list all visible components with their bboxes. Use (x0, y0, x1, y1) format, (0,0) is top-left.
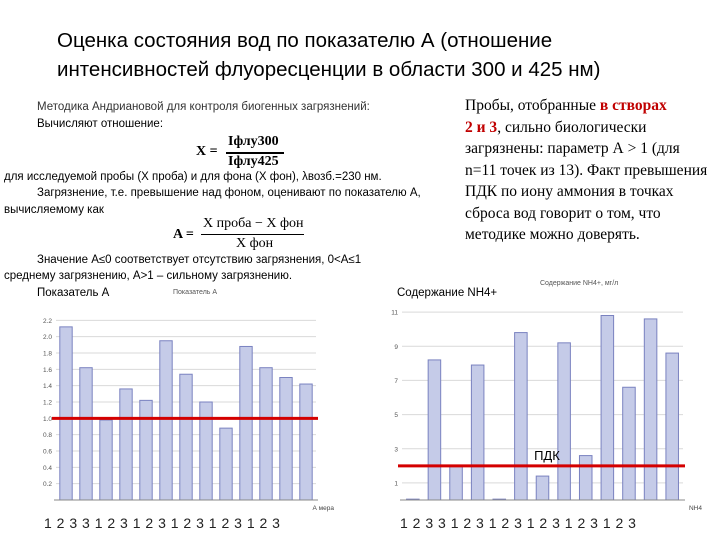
right-grid (402, 311, 683, 484)
pdk-label: ПДК (534, 448, 560, 463)
method-line-7: среднему загрязнению, А>1 – сильному заг… (4, 270, 293, 282)
bar (535, 475, 550, 501)
bar (159, 340, 173, 501)
method-line-2: Вычисляют отношение: (37, 118, 164, 130)
y-tick-label: 0.6 (43, 449, 52, 456)
chart-right: Содержание NH4+, мг/л 1 3 5 7 9 11 ПДК NH4 (391, 280, 702, 512)
bar (179, 373, 193, 501)
left-bottom-station-numbers: 1 2 3 3 1 2 3 1 2 3 1 2 3 1 2 3 1 2 3 (44, 515, 281, 531)
note-part-2: , сильно биологически загрязнены: параме… (465, 118, 708, 244)
method-line-4: Загрязнение, т.е. превышение над фоном, … (37, 187, 421, 199)
y-tick-label: 1.6 (43, 367, 52, 374)
bar (557, 342, 571, 501)
left-bars (59, 326, 313, 501)
y-tick-label: 0.8 (43, 432, 52, 439)
a-fraction-bar (201, 234, 304, 236)
bar (259, 367, 273, 501)
y-tick-label: 0.4 (43, 465, 52, 472)
y-tick-label: 0.2 (43, 481, 52, 488)
conclusion-text: Пробы, отобранные в створах 2 и 3, сильн… (465, 95, 715, 246)
ratio-lhs: X = (196, 144, 218, 159)
y-tick-label: 1.4 (43, 383, 52, 390)
right-chart-small-title: Содержание NH4+, мг/л (540, 280, 618, 287)
ratio-denominator: Iфлу425 (228, 154, 279, 169)
y-tick-label: 1.2 (43, 400, 52, 407)
y-tick-label: 11 (391, 310, 398, 317)
bar (622, 386, 636, 501)
y-tick-label: 2.0 (43, 334, 52, 341)
right-legend: NH4 (689, 505, 702, 512)
bar (578, 455, 593, 501)
note-part-1: Пробы, отобранные (465, 97, 600, 114)
note-highlight-2: 2 и 3 (465, 118, 498, 136)
bar (427, 359, 442, 501)
chart-left: Показатель А 0.2 0.4 0.6 0.8 1.0 1.2 1.4 1.6 1.8… (43, 289, 335, 512)
ratio-numerator: Iфлу300 (228, 134, 279, 149)
bar (643, 318, 658, 501)
a-formula-denominator: X фон (236, 236, 274, 251)
right-bottom-station-numbers: 1 2 3 3 1 2 3 1 2 3 1 2 3 1 2 3 1 2 3 (400, 515, 637, 531)
bar (514, 332, 528, 501)
bar (79, 367, 93, 501)
left-chart-small-title: Показатель А (173, 289, 217, 296)
method-line-1: Методика Андриановой для контроля биоген… (37, 101, 370, 113)
bar (665, 352, 679, 501)
bar (99, 419, 113, 501)
bar (59, 326, 73, 501)
a-formula-numerator: X проба − X фон (203, 216, 304, 231)
y-tick-label: 9 (394, 344, 398, 351)
method-line-3: для исследуемой пробы (Х проба) и для фо… (4, 171, 382, 183)
bar (600, 315, 615, 501)
left-legend: А мера (313, 505, 335, 512)
left-y-ticks: 0.2 0.4 0.6 0.8 1.0 1.2 1.4 1.6 1.8 2.0 2.2 (43, 318, 52, 488)
bar (139, 399, 153, 501)
bar (219, 427, 233, 501)
page-title: Оценка состояния вод по показателю А (от… (57, 29, 601, 81)
y-tick-label: 5 (394, 412, 398, 419)
bar (239, 345, 253, 501)
bar (449, 465, 463, 501)
y-tick-label: 3 (394, 446, 398, 453)
a-formula-lhs: A = (173, 227, 194, 242)
y-tick-label: 1.8 (43, 351, 52, 358)
bar (299, 383, 313, 501)
y-tick-label: 1 (394, 480, 398, 487)
ratio-fraction-bar (226, 152, 284, 154)
bar (279, 377, 293, 501)
note-highlight-1: в створах (599, 97, 667, 114)
bar (119, 388, 133, 501)
y-tick-label: 7 (394, 378, 398, 385)
method-line-6: Значение А≤0 соответствует отсутствию за… (37, 254, 362, 266)
bar (470, 364, 485, 501)
y-tick-label: 2.2 (43, 318, 52, 325)
right-panel-label: Содержание NH4+ (397, 287, 498, 299)
right-bars (406, 315, 679, 501)
method-line-5: вычисляемому как (4, 204, 104, 216)
y-tick-label: 1.0 (43, 416, 52, 423)
bar (199, 401, 213, 501)
right-y-ticks: 1 3 5 7 9 11 (391, 310, 398, 488)
left-panel-label: Показатель А (37, 287, 110, 299)
